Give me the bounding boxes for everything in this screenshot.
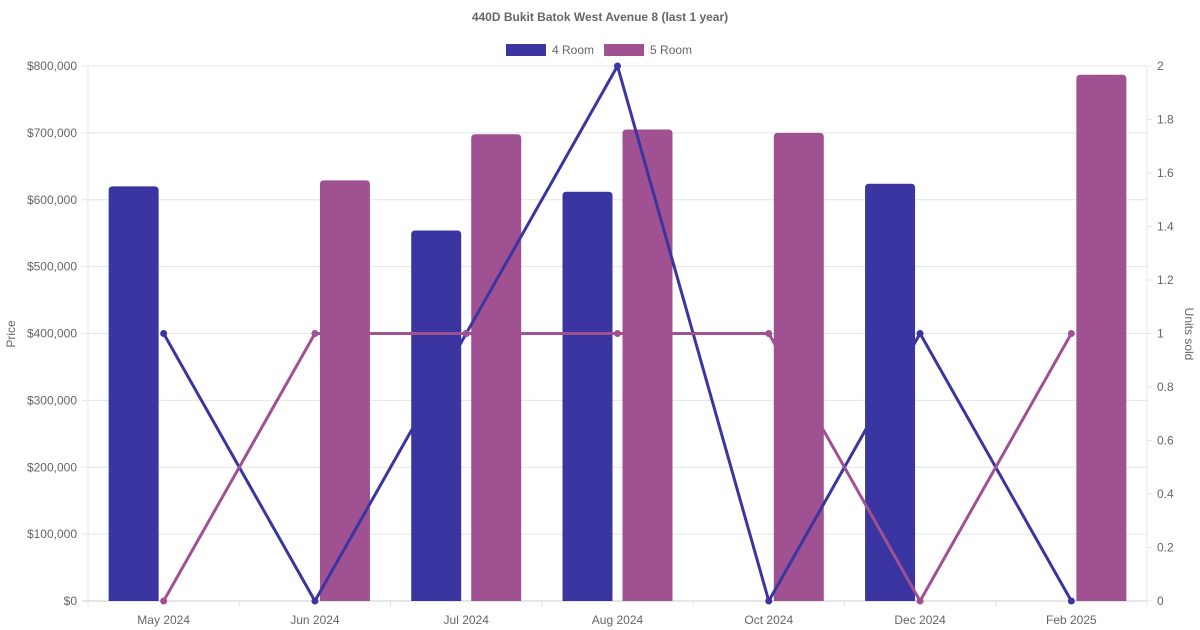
x-tick-label: Oct 2024 (744, 613, 793, 627)
point-5-room-units[interactable] (765, 330, 773, 337)
legend-item-4-room[interactable]: 4 Room (506, 43, 594, 57)
y2-tick-label: 0.6 (1157, 434, 1174, 448)
y-tick-label: $100,000 (27, 527, 77, 541)
y-tick-label: $400,000 (27, 327, 77, 341)
y2-tick-label: 1.2 (1157, 273, 1174, 287)
y2-tick-label: 0.2 (1157, 541, 1174, 555)
point-5-room-units[interactable] (160, 597, 168, 605)
bar-5-room[interactable] (773, 132, 824, 601)
point-4-room-units[interactable] (160, 330, 168, 337)
y-tick-label: $0 (64, 594, 78, 608)
y-axis-title: Price (4, 320, 18, 348)
point-4-room-units[interactable] (311, 597, 319, 605)
bar-5-room[interactable] (622, 129, 673, 601)
y2-tick-label: 2 (1157, 59, 1164, 73)
y-tick-label: $500,000 (27, 260, 77, 274)
legend-label: 4 Room (552, 43, 594, 57)
y2-tick-label: 0.8 (1157, 380, 1174, 394)
bar-4-room[interactable] (108, 186, 159, 601)
y-tick-label: $200,000 (27, 460, 77, 474)
point-5-room-units[interactable] (311, 330, 319, 337)
y2-tick-label: 1.4 (1157, 220, 1174, 234)
y-tick-label: $800,000 (27, 59, 77, 73)
y2-tick-label: 0 (1157, 594, 1164, 608)
x-tick-label: Jun 2024 (290, 613, 340, 627)
y2-tick-label: 1 (1157, 327, 1164, 341)
bar-5-room[interactable] (319, 180, 370, 601)
y2-tick-label: 1.8 (1157, 113, 1174, 127)
legend-label: 5 Room (650, 43, 692, 57)
y2-tick-label: 1.6 (1157, 166, 1174, 180)
x-tick-label: Jul 2024 (444, 613, 490, 627)
point-4-room-units[interactable] (765, 597, 773, 605)
chart-title: 440D Bukit Batok West Avenue 8 (last 1 y… (472, 10, 728, 24)
legend: 4 Room 5 Room (506, 43, 692, 57)
x-tick-label: Aug 2024 (592, 613, 644, 627)
bar-5-room[interactable] (471, 134, 522, 601)
y2-tick-label: 0.4 (1157, 487, 1174, 501)
legend-swatch (506, 44, 546, 56)
y-tick-label: $600,000 (27, 193, 77, 207)
y2-axis-title: Units sold (1182, 308, 1196, 361)
bar-4-room[interactable] (865, 183, 916, 601)
point-5-room-units[interactable] (614, 330, 621, 337)
point-4-room-units[interactable] (1067, 597, 1075, 605)
legend-swatch (604, 44, 645, 56)
point-5-room-units[interactable] (1067, 330, 1075, 337)
point-4-room-units[interactable] (916, 330, 924, 337)
x-tick-label: Feb 2025 (1046, 613, 1097, 627)
bar-4-room[interactable] (411, 230, 462, 601)
bar-5-room[interactable] (1076, 74, 1127, 602)
bar-4-room[interactable] (562, 191, 613, 601)
point-5-room-units[interactable] (462, 330, 470, 337)
x-tick-label: May 2024 (137, 613, 190, 627)
y-tick-label: $300,000 (27, 393, 77, 407)
point-4-room-units[interactable] (614, 62, 621, 70)
x-tick-label: Dec 2024 (894, 613, 946, 627)
y-tick-label: $700,000 (27, 126, 77, 140)
legend-item-5-room[interactable]: 5 Room (604, 43, 692, 57)
point-5-room-units[interactable] (916, 597, 924, 605)
